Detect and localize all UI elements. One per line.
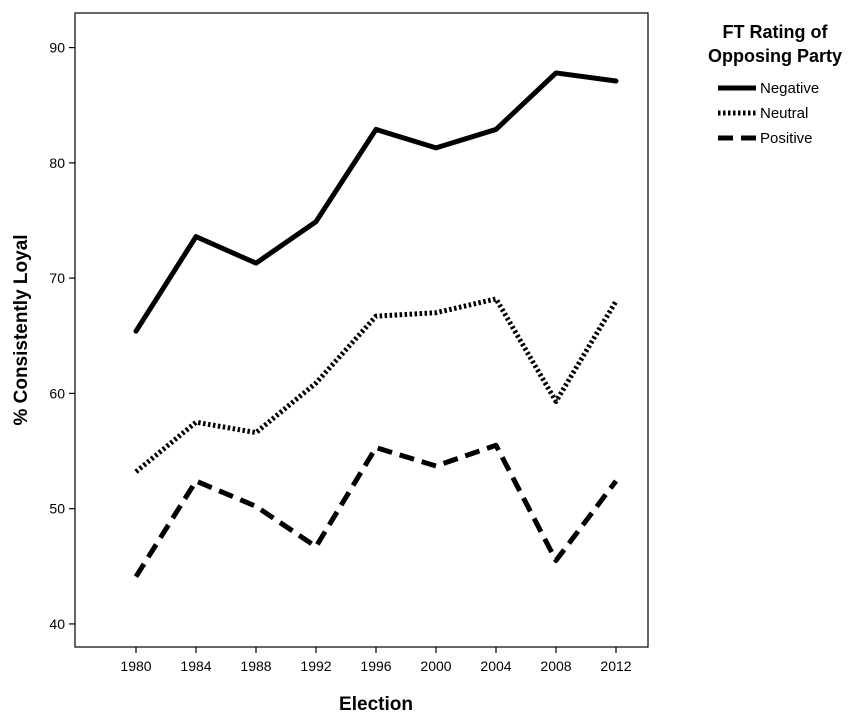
x-tick-label: 1988 xyxy=(240,658,271,674)
x-axis-title: Election xyxy=(339,694,413,713)
x-axis: 1980 1984 1988 1992 1996 2000 2004 2008 2012 xyxy=(120,647,632,674)
series-lines xyxy=(133,70,619,579)
y-axis: 40 50 60 70 80 90 xyxy=(49,40,75,632)
x-tick-label: 2000 xyxy=(420,658,451,674)
legend-title-line1: FT Rating of xyxy=(723,22,829,42)
x-tick-label: 1984 xyxy=(180,658,211,674)
series-line-positive xyxy=(133,442,618,579)
series-line-negative xyxy=(133,70,619,334)
x-tick-label: 2004 xyxy=(480,658,511,674)
x-tick-label: 1996 xyxy=(360,658,391,674)
y-tick-label: 60 xyxy=(49,385,65,401)
y-tick-label: 50 xyxy=(49,501,65,517)
y-tick-label: 70 xyxy=(49,270,65,286)
legend-items: Negative Neutral Positive xyxy=(718,80,819,147)
y-tick-label: 40 xyxy=(49,616,65,632)
x-tick-label: 1992 xyxy=(300,658,331,674)
x-tick-label: 2012 xyxy=(600,658,631,674)
y-tick-label: 80 xyxy=(49,155,65,171)
legend: FT Rating of Opposing Party Negative Neut… xyxy=(708,22,842,147)
x-tick-label: 1980 xyxy=(120,658,151,674)
y-axis-title: % Consistently Loyal xyxy=(11,234,32,425)
legend-label-positive: Positive xyxy=(760,130,813,147)
x-tick-label: 2008 xyxy=(540,658,571,674)
y-tick-label: 90 xyxy=(49,40,65,56)
series-line-neutral xyxy=(134,296,619,474)
legend-title-line2: Opposing Party xyxy=(708,46,842,66)
legend-label-neutral: Neutral xyxy=(760,105,808,122)
plot-area-frame xyxy=(74,12,649,648)
legend-label-negative: Negative xyxy=(760,80,819,97)
